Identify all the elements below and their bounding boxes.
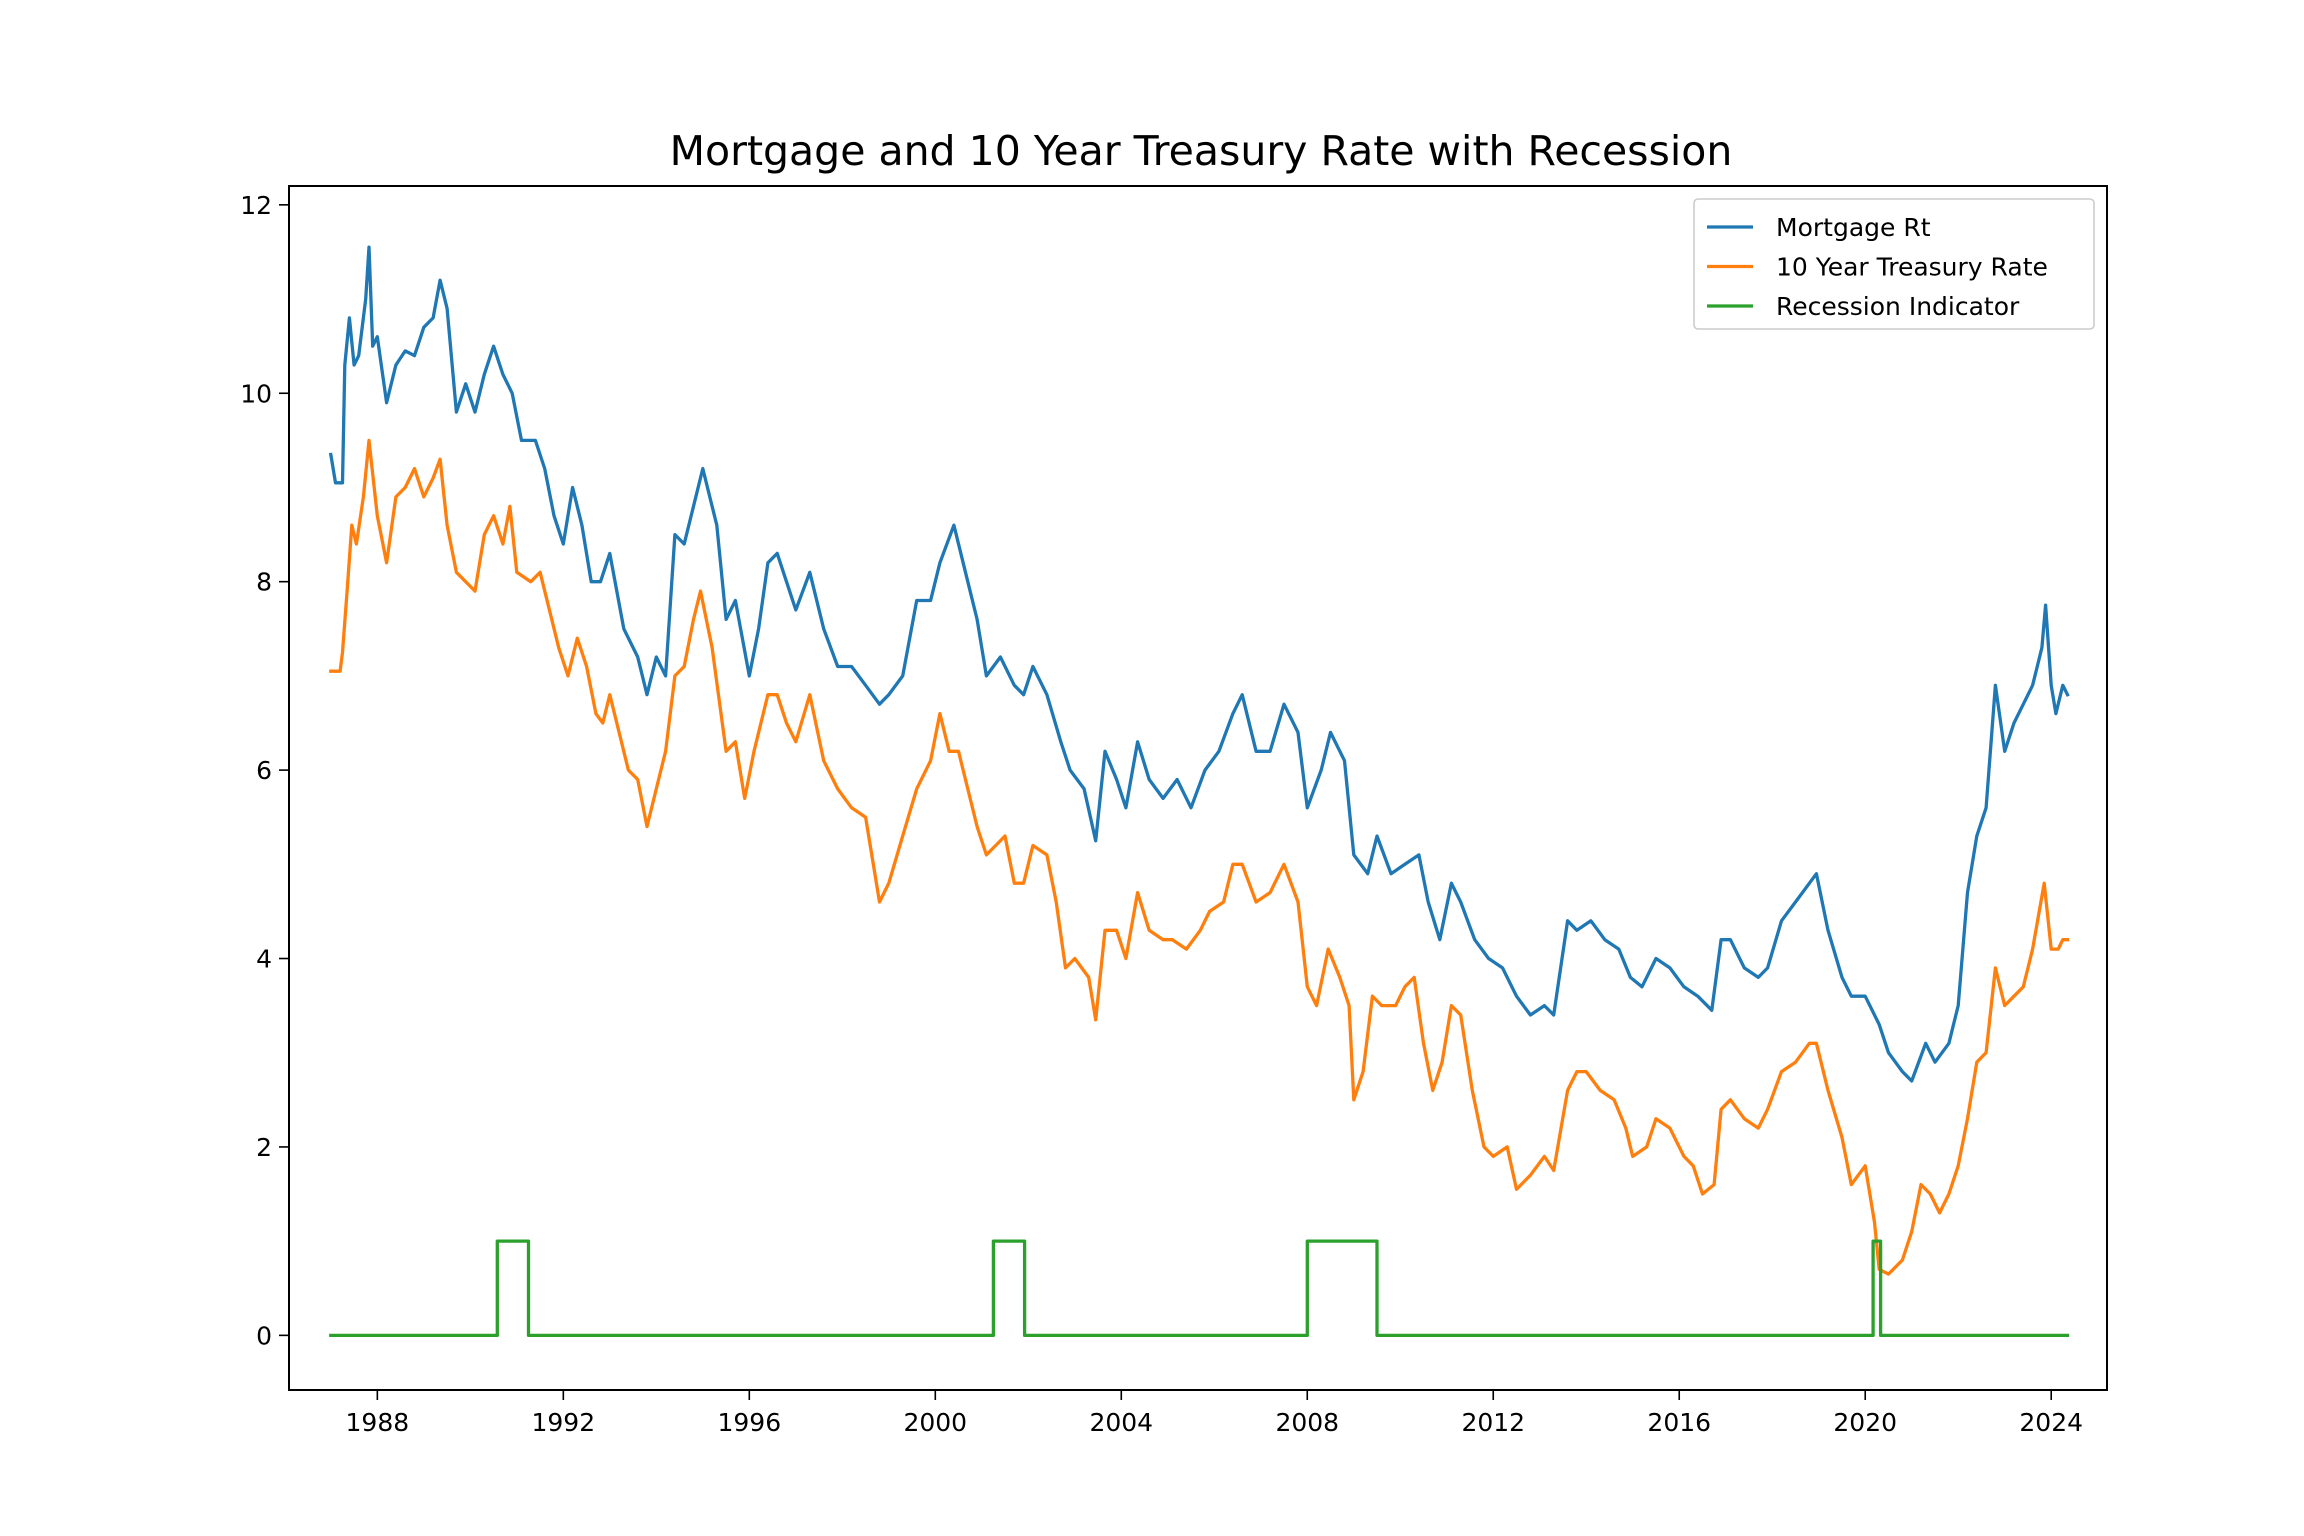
x-tick-label: 2020	[1833, 1408, 1897, 1437]
legend: Mortgage Rt 10 Year Treasury Rate Recessio…	[1693, 198, 2095, 330]
y-tick-label: 12	[240, 191, 272, 220]
y-tick-label: 6	[256, 756, 272, 785]
legend-label: Recession Indicator	[1776, 292, 2020, 321]
legend-box	[1693, 198, 2095, 330]
legend-label: Mortgage Rt	[1776, 213, 1931, 242]
y-tick-label: 8	[256, 568, 272, 597]
x-tick-label: 1988	[346, 1408, 410, 1437]
legend-label: 10 Year Treasury Rate	[1776, 253, 2048, 282]
series-layer	[328, 245, 2070, 1338]
y-tick-label: 0	[256, 1321, 272, 1350]
y-axis: 0 2 4 6 8 10 12	[240, 191, 289, 1350]
y-tick-label: 4	[256, 945, 272, 974]
y-tick-label: 10	[240, 379, 272, 408]
series-line-3	[329, 1239, 2070, 1338]
x-tick-label: 2016	[1647, 1408, 1711, 1437]
x-axis: 1988 1992 1996 2000 2004 2008 2012 2016 2020 2024	[346, 1390, 2083, 1437]
x-tick-label: 1996	[717, 1408, 781, 1437]
plot-area	[288, 185, 2108, 1391]
chart-title: Mortgage and 10 Year Treasury Rate with …	[670, 127, 1733, 175]
x-tick-label: 1992	[532, 1408, 596, 1437]
x-tick-label: 2008	[1275, 1408, 1339, 1437]
x-tick-label: 2004	[1089, 1408, 1153, 1437]
x-tick-label: 2012	[1461, 1408, 1525, 1437]
x-tick-label: 2024	[2019, 1408, 2083, 1437]
series-line-2	[329, 438, 2070, 1276]
plot-frame	[288, 185, 2108, 1391]
x-tick-label: 2000	[903, 1408, 967, 1437]
series-line-1	[328, 245, 2070, 1083]
y-tick-label: 2	[256, 1133, 272, 1162]
